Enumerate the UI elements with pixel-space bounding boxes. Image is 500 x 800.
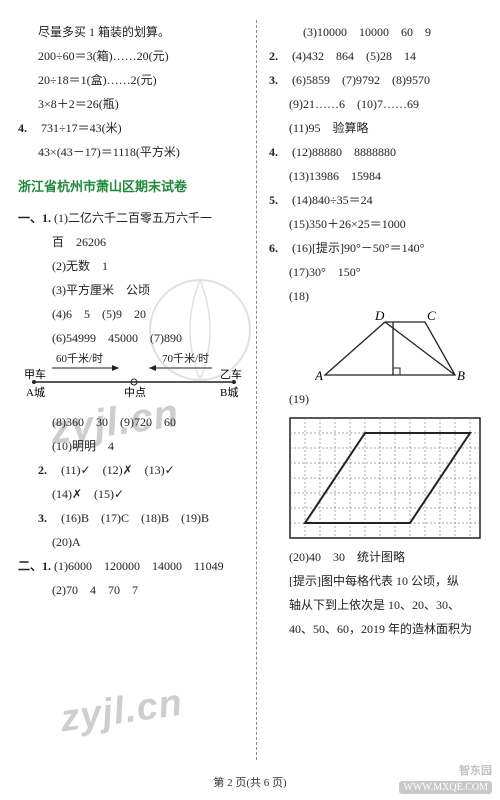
text: (12)88880 8888880 [292,145,396,159]
label-mid: 中点 [124,386,146,399]
text: (14)840÷35＝24 [292,193,373,207]
item-number: 2. [269,44,289,68]
text-line: 百 26206 [18,230,244,254]
label-car-b: 乙车 [220,367,242,381]
text-line: (11)95 验算略 [269,116,485,140]
right-column: (3)10000 10000 60 9 2. (4)432 864 (5)28 … [269,20,485,760]
text: (1)6000 120000 14000 11049 [54,559,224,573]
item-number: 一、1. [18,211,51,225]
text-line: (19) [269,387,485,411]
text-line: 40、50、60，2019 年的造林面积为 [269,617,485,641]
grid-diagram [275,413,485,543]
label-right-speed: 70千米/时 [162,352,209,365]
text-line: (9)21……6 (10)7……69 [269,92,485,116]
text-line: (14)✗ (15)✓ [18,482,244,506]
text-line: 2. (4)432 864 (5)28 14 [269,44,485,68]
two-column-layout: 尽量多买 1 箱装的划算。 200÷60＝3(箱)……20(元) 20÷18＝1… [18,20,482,760]
label-car-a: 甲车 [24,367,46,381]
distance-diagram: 60千米/时 70千米/时 甲车 乙车 A城 中点 [24,352,244,408]
text-line: 一、1. (1)二亿六千二百零五万六千一 [18,206,244,230]
text: (4)432 864 (5)28 14 [292,49,416,63]
text: 731÷17＝43(米) [41,121,122,135]
text-line: 5. (14)840÷35＝24 [269,188,485,212]
text-line: 6. (16)[提示]90°－50°＝140° [269,236,485,260]
text-line: 轴从下到上依次是 10、20、30、 [269,593,485,617]
text-line: (20)A [18,530,244,554]
text-line: 3. (16)B (17)C (18)B (19)B [18,506,244,530]
text-line: (15)350＋26×25＝1000 [269,212,485,236]
label-city-b: B城 [220,386,238,399]
item-number: 5. [269,188,289,212]
text-line: 43×(43－17)＝1118(平方米) [18,140,244,164]
label-left-speed: 60千米/时 [56,352,103,365]
text-line: (6)54999 45000 (7)890 [18,326,244,350]
label-D: D [374,310,385,323]
section-title: 浙江省杭州市萧山区期末试卷 [18,174,244,200]
label-B: B [457,368,465,383]
text-line: (2)无数 1 [18,254,244,278]
text-line: 3×8＋2＝26(瓶) [18,92,244,116]
text-line: 3. (6)5859 (7)9792 (8)9570 [269,68,485,92]
label-A: A [315,368,323,383]
text-line: 20÷18＝1(盒)……2(元) [18,68,244,92]
item-number: 2. [38,458,58,482]
text-line: (13)13986 15984 [269,164,485,188]
text-line: (10)明明 4 [18,434,244,458]
label-city-a: A城 [26,386,45,399]
text-line: [提示]图中每格代表 10 公顷，纵 [269,569,485,593]
corner-watermark: 智东园 [459,762,492,778]
text: (16)B (17)C (18)B (19)B [61,511,209,525]
text: (11)✓ (12)✗ (13)✓ [61,463,175,477]
label-C: C [427,310,436,323]
column-divider [256,20,257,760]
item-number: 6. [269,236,289,260]
item-number: 3. [269,68,289,92]
text-line: 4. (12)88880 8888880 [269,140,485,164]
text-line: (8)360 30 (9)720 60 [18,410,244,434]
text-line: 2. (11)✓ (12)✗ (13)✓ [18,458,244,482]
text: (1)二亿六千二百零五万六千一 [54,211,212,225]
text-line: 尽量多买 1 箱装的划算。 [18,20,244,44]
text: (16)[提示]90°－50°＝140° [292,241,424,255]
text-line: (4)6 5 (5)9 20 [18,302,244,326]
item-number: 4. [269,140,289,164]
item-number: 3. [38,506,58,530]
text-line: (18) [269,284,485,308]
left-column: 尽量多买 1 箱装的划算。 200÷60＝3(箱)……20(元) 20÷18＝1… [18,20,244,760]
item-number: 二、1. [18,559,51,573]
text-line: (20)40 30 统计图略 [269,545,485,569]
text: (6)5859 (7)9792 (8)9570 [292,73,430,87]
text-line: 4. 731÷17＝43(米) [18,116,244,140]
corner-watermark-url: WWW.MXQE.COM [399,781,492,794]
item-number: 4. [18,116,38,140]
text-line: (3)10000 10000 60 9 [269,20,485,44]
text-line: 二、1. (1)6000 120000 14000 11049 [18,554,244,578]
text-line: (3)平方厘米 公顷 [18,278,244,302]
text-line: (2)70 4 70 7 [18,578,244,602]
text-line: (17)30° 150° [269,260,485,284]
text-line: 200÷60＝3(箱)……20(元) [18,44,244,68]
triangle-diagram: A B C D [275,310,485,385]
page-root: 尽量多买 1 箱装的划算。 200÷60＝3(箱)……20(元) 20÷18＝1… [0,0,500,800]
